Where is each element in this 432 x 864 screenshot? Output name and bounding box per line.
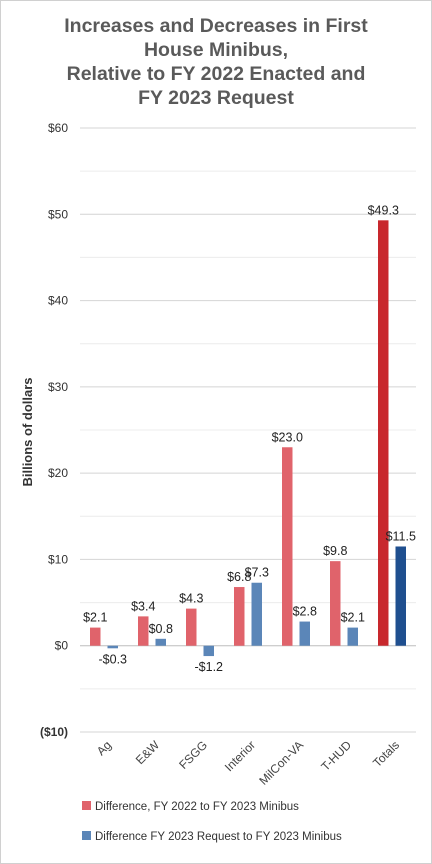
data-label: $9.8 bbox=[323, 544, 347, 558]
gridlines bbox=[80, 127, 416, 733]
y-axis-label: Billions of dollars bbox=[20, 377, 35, 486]
bar-fy2023-request-diff bbox=[203, 645, 214, 657]
x-tick-label: MilCon-VA bbox=[256, 738, 306, 788]
bar-fy2023-request-diff bbox=[347, 627, 358, 646]
legend-entry: Difference FY 2023 Request to FY 2023 Mi… bbox=[95, 831, 342, 843]
chart-title: Increases and Decreases in First House M… bbox=[64, 15, 368, 109]
bar-fy2022-diff bbox=[330, 561, 341, 646]
data-labels: $2.1 -$0.3 $3.4 $0.8 $4.3 -$1.2 $6.8$7.3 $23.0 $… bbox=[83, 203, 416, 674]
data-label: $6.8 bbox=[227, 570, 251, 584]
legend: Difference, FY 2022 to FY 2023 Minibus Di… bbox=[82, 801, 342, 843]
bar-fy2022-diff bbox=[282, 447, 293, 646]
bar-fy2023-request-diff bbox=[155, 638, 166, 646]
data-label: $3.4 bbox=[131, 599, 155, 613]
bar-fy2022-diff bbox=[90, 627, 101, 646]
x-tick-label: E&W bbox=[133, 737, 163, 767]
chart-title-line-1: Increases and Decreases in First bbox=[64, 15, 368, 37]
chart-title-line-4: FY 2023 Request bbox=[138, 87, 294, 109]
data-label: $0.8 bbox=[149, 622, 173, 636]
data-label: $2.1 bbox=[83, 611, 107, 625]
x-tick-label: Interior bbox=[222, 738, 258, 774]
legend-swatch bbox=[82, 801, 91, 810]
bar-fy2022-diff bbox=[186, 608, 197, 646]
y-tick-label: $0 bbox=[55, 639, 69, 653]
x-tick-label: Totals bbox=[370, 738, 402, 770]
y-tick-label: $20 bbox=[48, 466, 68, 480]
x-tick-label: FSGG bbox=[176, 738, 210, 772]
y-axis-ticks: ($10) $0 $10 $20 $30 $40 $50 $60 bbox=[40, 121, 68, 739]
y-tick-label: $40 bbox=[48, 294, 68, 308]
data-label: $2.1 bbox=[341, 611, 365, 625]
data-label: $11.5 bbox=[386, 529, 416, 543]
y-tick-label: $10 bbox=[48, 552, 68, 566]
data-label: -$0.3 bbox=[99, 652, 128, 666]
legend-swatch bbox=[82, 831, 91, 840]
bar-fy2023-request-diff bbox=[107, 645, 118, 649]
bars bbox=[90, 220, 406, 657]
chart-title-line-3: Relative to FY 2022 Enacted and bbox=[67, 63, 366, 85]
y-tick-label: ($10) bbox=[40, 725, 68, 739]
x-tick-label: T-HUD bbox=[318, 738, 354, 774]
bar-fy2023-request-diff bbox=[299, 621, 310, 646]
bar-fy2022-diff bbox=[378, 220, 389, 646]
y-tick-label: $60 bbox=[48, 121, 68, 135]
data-label: $4.3 bbox=[179, 592, 203, 606]
bar-fy2023-request-diff bbox=[395, 546, 406, 646]
bar-fy2023-request-diff bbox=[251, 582, 262, 646]
bar-fy2022-diff bbox=[138, 616, 149, 646]
data-label: $2.8 bbox=[293, 605, 317, 619]
y-tick-label: $30 bbox=[48, 380, 68, 394]
y-tick-label: $50 bbox=[48, 207, 68, 221]
data-label: $49.3 bbox=[368, 203, 399, 217]
data-label: $7.3 bbox=[245, 566, 269, 580]
chart-title-line-2: House Minibus, bbox=[144, 39, 288, 61]
bar-fy2022-diff bbox=[234, 587, 245, 646]
data-label: -$1.2 bbox=[195, 660, 224, 674]
legend-entry: Difference, FY 2022 to FY 2023 Minibus bbox=[95, 801, 299, 813]
data-label: $23.0 bbox=[272, 430, 303, 444]
x-tick-label: Ag bbox=[94, 738, 114, 758]
